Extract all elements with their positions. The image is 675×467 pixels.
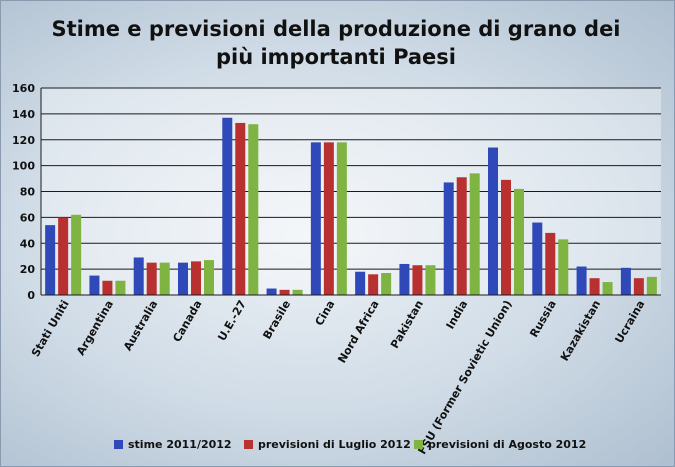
bar	[71, 214, 82, 295]
x-tick-label: Cina	[313, 298, 338, 328]
y-tick-label: 60	[20, 211, 36, 224]
bar	[488, 147, 498, 295]
legend-label: previsioni di Luglio 2012	[258, 438, 411, 451]
bar	[222, 117, 233, 295]
bar	[204, 260, 214, 295]
bar	[45, 225, 56, 295]
y-tick-label: 20	[20, 263, 36, 276]
bar	[602, 282, 613, 295]
bar	[501, 179, 511, 295]
bar	[292, 289, 303, 295]
y-tick-label: 0	[27, 289, 35, 302]
bar	[266, 288, 277, 295]
y-tick-label: 120	[12, 134, 35, 147]
bar	[469, 173, 480, 295]
bar	[425, 265, 436, 295]
bar	[248, 124, 259, 295]
x-tick-label: Russia	[527, 298, 559, 340]
x-tick-label: Pakistan	[388, 298, 426, 351]
bar	[368, 274, 379, 295]
bar	[159, 262, 170, 295]
bar	[115, 280, 126, 295]
legend: stime 2011/2012 previsioni di Luglio 2012…	[114, 438, 594, 456]
legend-label: stime 2011/2012	[128, 438, 232, 451]
legend-label: previsioni di Agosto 2012	[428, 438, 587, 451]
bar	[620, 267, 631, 295]
x-tick-label: Kazakistan	[558, 298, 603, 363]
legend-swatch	[114, 440, 123, 449]
bar	[133, 257, 144, 295]
x-tick-label: Argentina	[74, 298, 116, 358]
bar	[58, 217, 69, 295]
bar	[412, 265, 423, 295]
bar	[336, 142, 347, 295]
bar	[355, 271, 366, 295]
bar	[514, 188, 524, 295]
bar	[532, 222, 543, 295]
y-tick-label: 40	[20, 237, 36, 250]
chart-title: Stime e previsioni della produzione di g…	[51, 17, 621, 69]
bar	[381, 273, 392, 295]
bar	[279, 289, 290, 295]
x-tick-label: Australia	[121, 298, 160, 353]
bar	[558, 239, 569, 295]
bar	[589, 278, 600, 295]
y-tick-label: 80	[20, 186, 36, 199]
x-tick-label: Ucraina	[613, 298, 648, 345]
bar	[89, 275, 100, 295]
bar	[456, 177, 467, 295]
legend-swatch	[244, 440, 253, 449]
legend-item: previsioni di Luglio 2012	[244, 438, 411, 451]
x-tick-label: Canada	[170, 298, 204, 344]
bar	[323, 142, 334, 295]
bar	[102, 280, 113, 295]
x-tick-label: India	[444, 298, 471, 331]
bar	[191, 261, 201, 295]
bar	[399, 263, 410, 295]
x-tick-label: Nord Africa	[335, 298, 381, 365]
x-tick-label: Stati Uniti	[29, 298, 72, 359]
bar	[545, 232, 556, 295]
bar	[443, 182, 454, 295]
bar	[235, 122, 246, 296]
bar	[146, 262, 157, 295]
bar	[633, 278, 644, 295]
x-tick-label: Brasile	[261, 298, 294, 342]
y-tick-label: 100	[12, 160, 35, 173]
bar	[310, 142, 321, 295]
legend-item: stime 2011/2012	[114, 438, 232, 451]
bar	[178, 262, 188, 295]
bar	[576, 266, 587, 295]
legend-swatch	[414, 440, 423, 449]
y-tick-label: 140	[12, 108, 35, 121]
bar	[646, 276, 657, 295]
x-tick-label: FSU (Former Sovietic Union)	[416, 298, 515, 457]
x-tick-label: U.E.-27	[215, 298, 249, 343]
y-tick-label: 160	[12, 82, 35, 95]
legend-item: previsioni di Agosto 2012	[414, 438, 586, 451]
